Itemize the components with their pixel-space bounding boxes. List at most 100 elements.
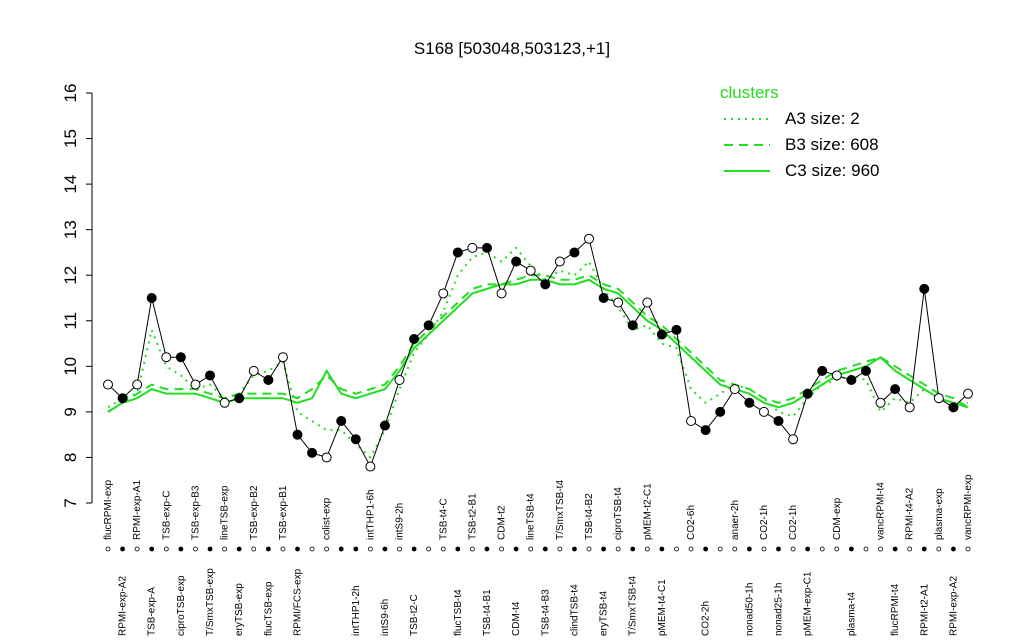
category-dot bbox=[878, 546, 883, 552]
data-point bbox=[686, 416, 697, 426]
data-point bbox=[700, 425, 711, 436]
y-tick-label: 9 bbox=[61, 407, 80, 416]
category-dot bbox=[353, 546, 359, 552]
x-tick-label: TSB-t2-B1 bbox=[467, 493, 478, 540]
data-point bbox=[365, 461, 376, 472]
category-dot bbox=[674, 546, 679, 552]
category-dot bbox=[776, 546, 781, 552]
category-dot bbox=[149, 546, 155, 552]
category-dot bbox=[586, 546, 592, 552]
category-dot bbox=[338, 546, 344, 552]
data-point bbox=[802, 388, 813, 399]
x-tick-label: flucTSB-t4 bbox=[453, 589, 464, 636]
x-tick-label: TSB-t4-B1 bbox=[482, 589, 493, 636]
category-dot bbox=[105, 546, 111, 552]
category-dot bbox=[367, 546, 373, 552]
category-dot bbox=[193, 546, 198, 552]
data-point bbox=[161, 352, 172, 363]
x-tick-label: TSB-exp-C bbox=[161, 491, 172, 540]
category-dot bbox=[499, 546, 504, 552]
category-dot bbox=[848, 546, 854, 552]
x-tick-label: T/SmxTSB-exp bbox=[205, 568, 216, 636]
x-tick-label: nonad25-1h bbox=[774, 583, 785, 636]
data-point bbox=[525, 265, 536, 276]
x-tick-label: nonad50-1h bbox=[744, 583, 755, 636]
category-dot bbox=[601, 546, 606, 552]
legend-label: A3 size: 2 bbox=[785, 109, 860, 128]
category-dot bbox=[892, 546, 898, 552]
data-point bbox=[117, 393, 128, 404]
x-tick-label: TSB-t4-B2 bbox=[584, 493, 595, 540]
x-tick-label: lineTSB-t4 bbox=[526, 493, 537, 540]
y-tick-label: 12 bbox=[61, 266, 80, 285]
x-tick-label: CDM-t4 bbox=[511, 601, 522, 636]
category-dot bbox=[280, 546, 286, 552]
chart-title: S168 [503048,503123,+1] bbox=[414, 39, 610, 58]
x-tick-label: TSB-exp-A bbox=[147, 587, 158, 636]
data-point bbox=[933, 393, 944, 404]
data-point bbox=[394, 375, 405, 385]
x-tick-label: plasma-exp bbox=[934, 488, 945, 540]
y-tick-label: 13 bbox=[61, 220, 80, 239]
data-point bbox=[248, 365, 259, 376]
x-tick-label: eryTSB-exp bbox=[234, 583, 245, 636]
x-tick-label: RPMI-t4-A2 bbox=[905, 487, 916, 540]
category-dot bbox=[134, 546, 140, 552]
x-tick-label: intTHP1-6h bbox=[365, 489, 376, 540]
category-dot bbox=[397, 546, 402, 552]
category-dot bbox=[732, 546, 738, 552]
category-dot bbox=[703, 546, 709, 552]
category-dot bbox=[470, 546, 475, 552]
category-dot bbox=[484, 546, 490, 552]
data-point bbox=[219, 397, 230, 408]
data-point bbox=[438, 288, 449, 299]
category-dot bbox=[455, 546, 461, 552]
data-point bbox=[817, 365, 828, 376]
x-tick-label: flucTSB-exp bbox=[263, 581, 274, 636]
cluster-line bbox=[107, 278, 969, 413]
category-dot bbox=[819, 546, 825, 552]
x-tick-label: TSB-exp-B1 bbox=[278, 485, 289, 540]
x-tick-label: TSB-t4-B3 bbox=[540, 589, 551, 636]
x-tick-label: colist-exp bbox=[322, 497, 333, 540]
data-point bbox=[788, 434, 799, 445]
category-dot bbox=[207, 546, 213, 552]
x-tick-label: ciproTSB-t4 bbox=[613, 487, 624, 540]
data-point bbox=[540, 279, 551, 290]
data-point bbox=[963, 388, 973, 399]
x-tick-label: T/SmxTSB-t4 bbox=[628, 576, 639, 636]
category-dot bbox=[717, 546, 723, 552]
data-point bbox=[132, 379, 143, 390]
category-dot bbox=[761, 546, 767, 552]
data-point bbox=[423, 320, 434, 331]
category-dot bbox=[120, 546, 125, 552]
x-tick-label: lineTSB-exp bbox=[220, 485, 231, 540]
category-dot bbox=[951, 546, 956, 552]
category-dot bbox=[615, 546, 621, 552]
data-point bbox=[277, 352, 288, 363]
x-tick-label: ciproTSB-exp bbox=[176, 575, 187, 636]
data-point bbox=[758, 406, 769, 417]
x-tick-label: CO2-1h bbox=[759, 505, 770, 540]
category-dot bbox=[440, 546, 446, 552]
category-dot bbox=[688, 546, 694, 552]
category-dot bbox=[222, 546, 228, 552]
category-dot bbox=[630, 546, 636, 552]
data-point bbox=[729, 384, 740, 395]
category-dot bbox=[790, 546, 796, 552]
category-dot bbox=[746, 546, 752, 552]
x-tick-label: TSB-t2-C bbox=[409, 594, 420, 636]
category-dot bbox=[805, 546, 811, 552]
x-tick-label: CO2-2h bbox=[701, 601, 712, 636]
x-tick-label: eryTSB-t4 bbox=[599, 591, 610, 636]
data-point bbox=[190, 379, 201, 390]
x-tick-label: CO2-6h bbox=[686, 505, 697, 540]
x-tick-label: CDM-exp bbox=[832, 497, 843, 540]
x-tick-label: TSB-t4-C bbox=[438, 498, 449, 540]
x-tick-label: intS9-6h bbox=[380, 599, 391, 636]
data-point bbox=[103, 379, 113, 390]
category-dot bbox=[163, 546, 169, 552]
legend-label: B3 size: 608 bbox=[785, 135, 879, 154]
category-dot bbox=[178, 546, 184, 552]
category-dot bbox=[324, 546, 330, 552]
